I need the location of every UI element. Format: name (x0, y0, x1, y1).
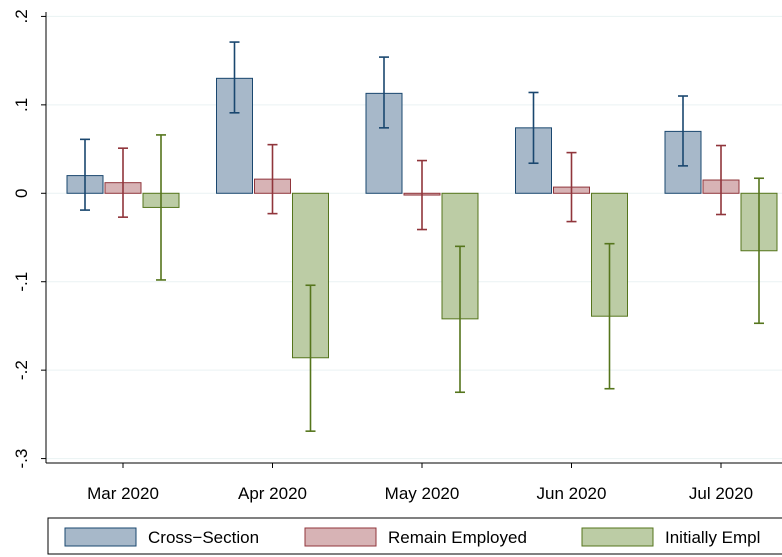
y-tick-label: -.3 (12, 449, 31, 469)
y-ticks: .2 .1 0 -.1 -.2 -.3 (12, 9, 46, 469)
x-tick-label: Apr 2020 (238, 484, 307, 503)
y-tick-label: -.2 (12, 360, 31, 380)
y-tick-label: .2 (12, 9, 31, 23)
error-bars (80, 41, 764, 432)
legend-swatch (304, 527, 377, 547)
y-tick-label: -.1 (12, 272, 31, 292)
y-tick-label: .1 (12, 98, 31, 112)
x-tick-label: May 2020 (385, 484, 460, 503)
legend-box (47, 517, 782, 555)
x-tick-label: Jul 2020 (689, 484, 753, 503)
y-tick-label: 0 (12, 189, 31, 198)
x-tick-label: Jun 2020 (537, 484, 607, 503)
x-tick-label: Mar 2020 (87, 484, 159, 503)
legend-label: Cross−Section (148, 528, 259, 547)
legend-items: Cross−Section Remain Employed Initially Em… (64, 527, 760, 547)
legend-label: Remain Employed (388, 528, 527, 547)
legend-label: Initially Empl (665, 528, 760, 547)
x-ticks: Mar 2020 Apr 2020 May 2020 Jun 2020 Jul 2020 (87, 463, 753, 503)
legend-swatch (64, 527, 137, 547)
legend: Cross−Section Remain Employed Initially Em… (47, 517, 782, 555)
axes (45, 12, 782, 464)
legend-swatch (581, 527, 654, 547)
